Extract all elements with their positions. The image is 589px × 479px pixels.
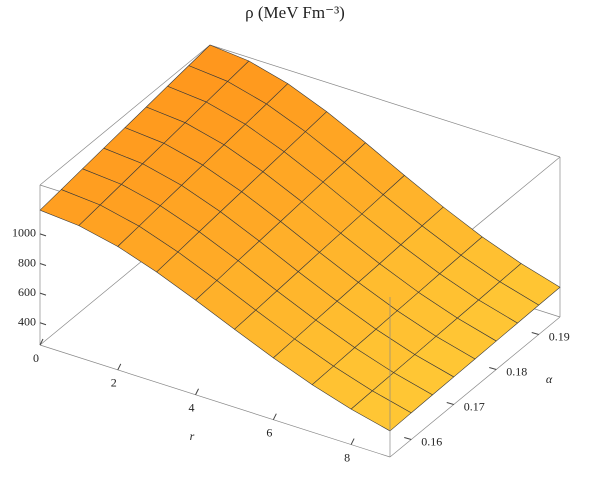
box-edge — [39, 44, 211, 186]
y-tick — [531, 332, 539, 335]
x-tick — [350, 438, 355, 445]
z-tick — [39, 322, 47, 326]
x-tick — [195, 388, 200, 396]
x-tick — [117, 363, 122, 371]
surface-patch — [350, 390, 412, 432]
z-tick-label: 1000 — [12, 226, 36, 240]
z-tick — [39, 233, 47, 237]
x-axis-label: r — [190, 429, 195, 443]
z-tick — [39, 263, 47, 266]
z-tick — [39, 292, 47, 296]
y-tick — [489, 367, 497, 370]
y-tick-label: 0.19 — [549, 329, 570, 343]
box-edge — [209, 44, 561, 158]
y-tick-label: 0.16 — [421, 434, 442, 448]
x-tick-label: 2 — [111, 376, 117, 390]
y-tick-label: 0.18 — [506, 364, 527, 378]
box-edge — [389, 316, 561, 458]
x-tick-label: 4 — [189, 401, 195, 415]
z-tick-label: 600 — [18, 285, 36, 299]
y-tick-label: 0.17 — [464, 399, 485, 413]
x-tick — [272, 413, 277, 420]
x-tick-label: 6 — [266, 425, 272, 439]
chart-title: ρ (MeV Fm⁻³) — [245, 3, 345, 22]
z-tick-label: 800 — [18, 255, 36, 269]
x-tick — [39, 338, 44, 346]
y-axis-label: α — [546, 372, 553, 386]
z-tick-label: 400 — [18, 315, 36, 329]
y-tick — [404, 437, 412, 440]
box-edge — [39, 344, 391, 458]
y-tick — [446, 402, 454, 405]
x-tick-label: 8 — [344, 450, 350, 464]
x-tick-label: 0 — [33, 351, 39, 365]
